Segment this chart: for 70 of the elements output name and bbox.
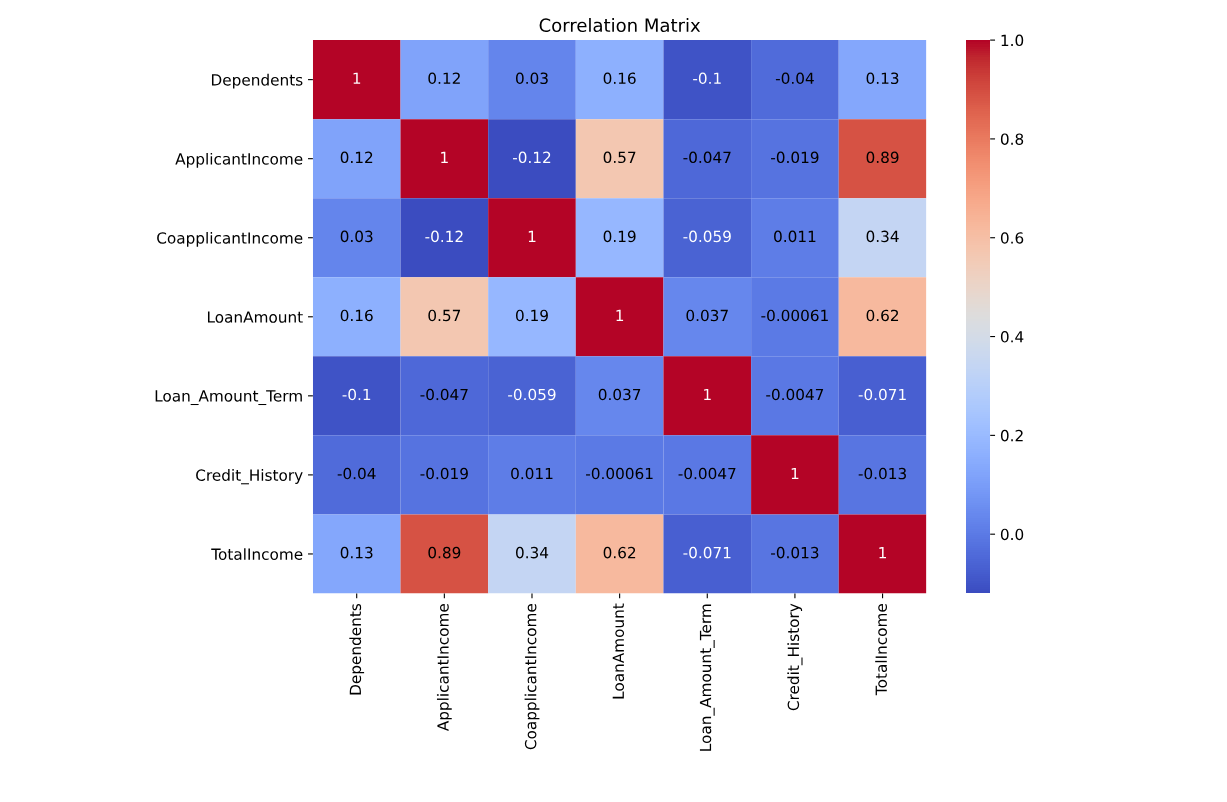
data-label: -0.047 bbox=[683, 151, 731, 164]
y-tick-label: ApplicantIncome bbox=[175, 152, 303, 168]
data-label: -0.0047 bbox=[678, 467, 736, 480]
data-label: 1 bbox=[879, 547, 887, 559]
data-label: 0.89 bbox=[428, 546, 461, 559]
data-label: -0.12 bbox=[512, 151, 551, 164]
data-label: 0.19 bbox=[515, 309, 548, 322]
data-label: -0.019 bbox=[420, 467, 468, 480]
data-label: 0.011 bbox=[511, 467, 553, 480]
data-label: -0.071 bbox=[683, 546, 731, 559]
data-label: 0.89 bbox=[866, 151, 899, 164]
data-label: 0.16 bbox=[340, 309, 373, 322]
data-label: -0.1 bbox=[693, 72, 721, 85]
data-label: -0.1 bbox=[342, 388, 371, 401]
data-label: 0.03 bbox=[515, 72, 548, 85]
color-bar-label: 1.0 bbox=[1001, 34, 1024, 47]
data-label: -0.0047 bbox=[766, 388, 824, 401]
y-tick-label: Credit_History bbox=[196, 469, 303, 485]
data-label: 1 bbox=[791, 467, 799, 480]
color-bar-label: 0.2 bbox=[1000, 429, 1023, 442]
data-label: 1 bbox=[616, 309, 624, 322]
data-label: 0.037 bbox=[598, 388, 641, 401]
data-label: 0.19 bbox=[603, 230, 636, 243]
data-label: -0.04 bbox=[775, 72, 814, 85]
x-tick-label: Credit_History bbox=[787, 603, 803, 711]
data-label: 0.57 bbox=[428, 309, 461, 322]
color-bar-label: 0.6 bbox=[1000, 232, 1024, 244]
color-bar-label: 0.4 bbox=[1000, 331, 1024, 343]
data-label: 0.13 bbox=[866, 72, 899, 85]
data-label: 0.16 bbox=[603, 72, 636, 85]
data-label: -0.059 bbox=[508, 388, 556, 401]
data-label: 0.34 bbox=[866, 230, 899, 243]
y-tick-label: Loan_Amount_Term bbox=[155, 390, 302, 406]
x-tick-label: TotalIncome bbox=[875, 604, 887, 696]
data-label: 1 bbox=[441, 151, 448, 163]
data-label: 1 bbox=[353, 72, 361, 84]
x-tick-label: Loan_Amount_Term bbox=[699, 604, 715, 751]
data-label: 0.62 bbox=[866, 309, 899, 322]
x-tick-label: CoapplicantIncome bbox=[524, 604, 540, 750]
data-label: 0.12 bbox=[428, 72, 460, 85]
data-label: -0.04 bbox=[337, 467, 376, 480]
y-tick-label: Dependents bbox=[211, 73, 303, 89]
data-label: -0.047 bbox=[420, 388, 468, 401]
data-label: 0.57 bbox=[603, 151, 636, 164]
x-tick-label: Dependents bbox=[349, 603, 365, 695]
data-label: 0.13 bbox=[340, 546, 373, 559]
data-label: -0.071 bbox=[858, 388, 906, 401]
data-label: 0.03 bbox=[340, 230, 373, 243]
color-bar-label: 0.8 bbox=[1000, 133, 1024, 145]
data-label: -0.013 bbox=[858, 467, 906, 480]
chart-title: Correlation Matrix bbox=[539, 18, 701, 33]
data-label: -0.00061 bbox=[586, 467, 653, 480]
x-tick-label: ApplicantIncome bbox=[436, 604, 452, 732]
data-label: -0.00061 bbox=[761, 309, 828, 322]
data-label: -0.12 bbox=[425, 230, 463, 243]
y-tick-label: CoapplicantIncome bbox=[157, 231, 303, 247]
color-bar-label: 0.0 bbox=[1000, 528, 1024, 541]
data-label: -0.019 bbox=[771, 151, 819, 164]
y-tick-label: LoanAmount bbox=[207, 311, 303, 323]
data-label: -0.013 bbox=[771, 546, 819, 559]
data-label: 0.037 bbox=[686, 309, 728, 322]
data-label: 0.011 bbox=[774, 230, 816, 243]
data-label: 0.12 bbox=[340, 151, 373, 164]
y-tick-label: TotalIncome bbox=[211, 548, 303, 560]
data-label: 1 bbox=[704, 388, 711, 401]
x-tick-label: LoanAmount bbox=[612, 603, 625, 699]
data-label: -0.059 bbox=[683, 230, 731, 243]
data-label: 1 bbox=[528, 230, 536, 242]
data-label: 0.62 bbox=[603, 546, 636, 559]
data-label: 0.34 bbox=[515, 546, 549, 559]
